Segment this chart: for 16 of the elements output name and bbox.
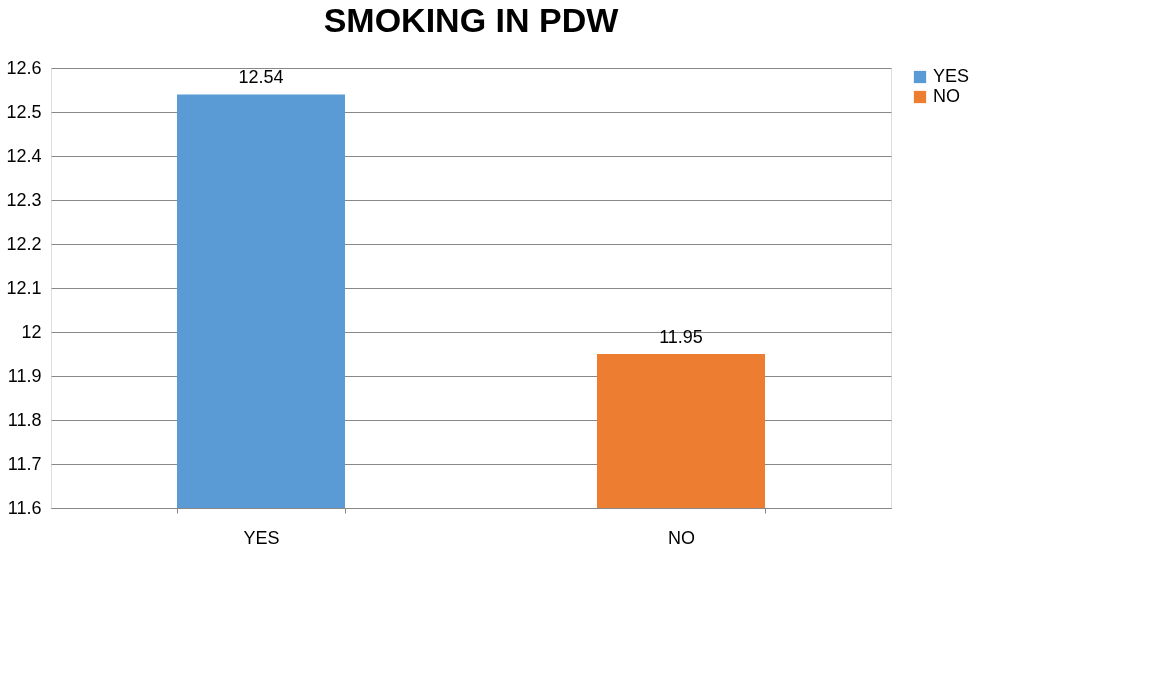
- data-label: 12.54: [238, 67, 284, 88]
- legend-label: YES: [933, 66, 970, 86]
- y-tick-label: 11.7: [7, 453, 42, 474]
- y-tick-label: 11.6: [7, 497, 42, 518]
- data-label: 11.95: [659, 327, 703, 347]
- y-tick-label: 11.8: [7, 409, 42, 430]
- y-tick-label: 11.9: [7, 365, 42, 386]
- y-tick-label: 12.1: [6, 277, 42, 298]
- y-tick-label: 12.2: [6, 233, 42, 254]
- y-tick-label: 12.3: [6, 189, 42, 210]
- y-tick-label: 12.5: [6, 101, 42, 122]
- y-tick-label: 12.4: [6, 145, 42, 166]
- chart-title: SMOKING IN PDW: [323, 1, 620, 39]
- y-tick-label: 12.6: [6, 57, 42, 78]
- legend-label: NO: [933, 86, 960, 106]
- y-tick-label: 12: [21, 321, 42, 342]
